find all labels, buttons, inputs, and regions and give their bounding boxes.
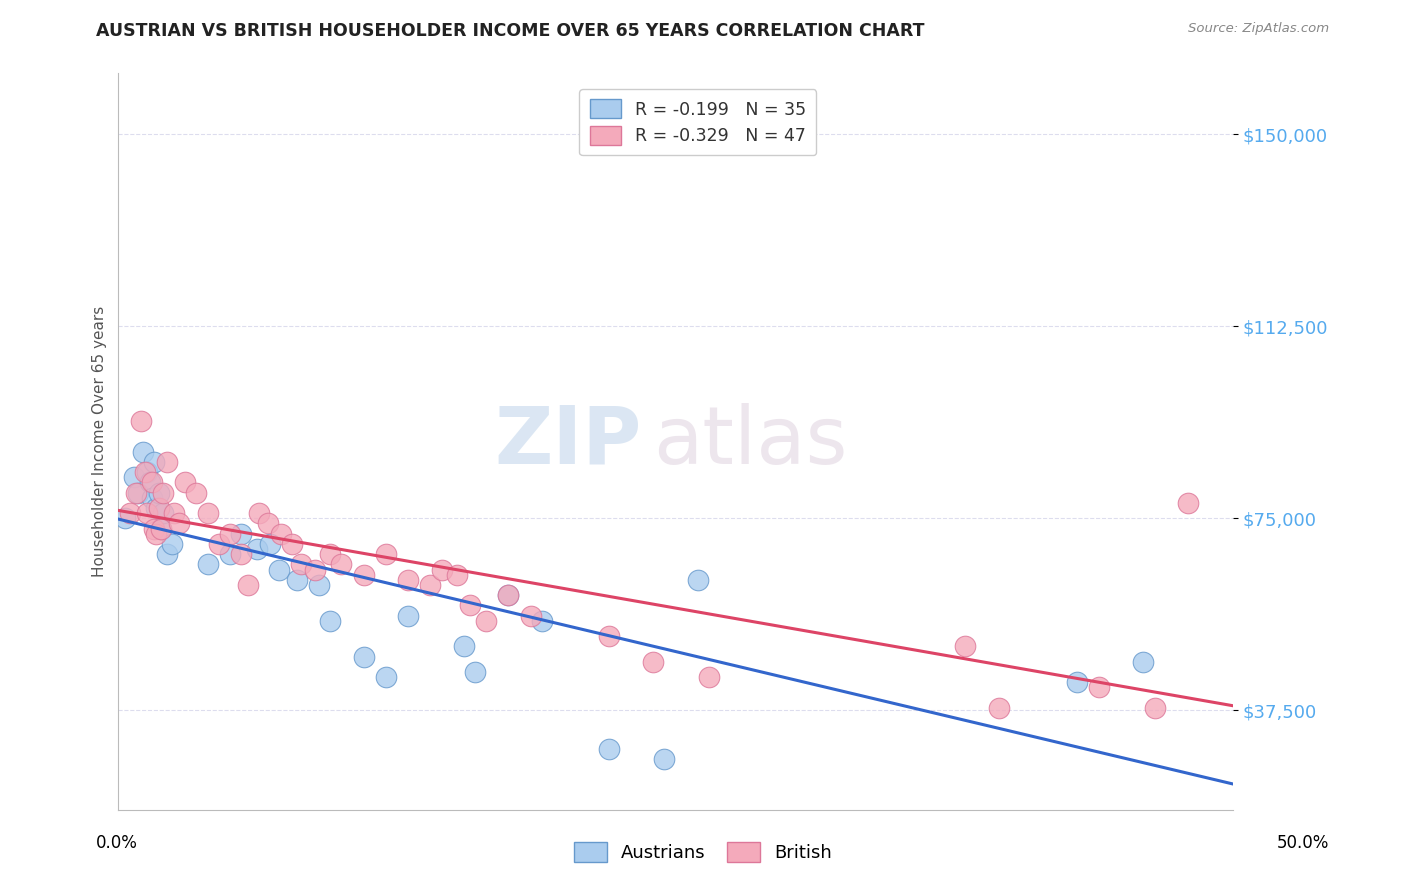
Point [304,562,326,576]
Point [149,522,172,536]
Text: ZIP: ZIP [495,402,643,481]
Point [267,562,290,576]
Point [460,599,482,613]
Point [156,547,179,561]
Point [149,522,172,536]
Point [186,485,208,500]
Point [245,542,267,557]
Point [118,506,141,520]
Legend: Austrians, British: Austrians, British [567,835,839,870]
Point [129,414,152,428]
Point [218,547,240,561]
Point [281,537,304,551]
Point [475,614,498,628]
Point [396,573,419,587]
Point [145,526,167,541]
Point [270,526,292,541]
Point [598,741,620,756]
Point [145,501,167,516]
Text: atlas: atlas [654,402,848,481]
Point [167,516,190,531]
Point [353,567,375,582]
Point [114,511,136,525]
Point [446,567,468,582]
Point [143,455,166,469]
Point [174,475,197,490]
Point [136,506,159,520]
Point [152,506,174,520]
Point [148,501,170,516]
Point [530,614,553,628]
Point [229,547,252,561]
Point [197,506,219,520]
Point [396,608,419,623]
Point [319,614,342,628]
Point [987,700,1010,714]
Point [686,573,709,587]
Point [374,670,396,684]
Text: 50.0%: 50.0% [1277,834,1329,852]
Point [1177,496,1199,510]
Point [256,516,278,531]
Point [259,537,281,551]
Point [143,522,166,536]
Point [697,670,720,684]
Point [498,588,520,602]
Point [1143,700,1166,714]
Point [156,455,179,469]
Y-axis label: Householder Income Over 65 years: Householder Income Over 65 years [93,306,107,577]
Point [229,526,252,541]
Text: 0.0%: 0.0% [96,834,138,852]
Text: AUSTRIAN VS BRITISH HOUSEHOLDER INCOME OVER 65 YEARS CORRELATION CHART: AUSTRIAN VS BRITISH HOUSEHOLDER INCOME O… [96,22,924,40]
Point [953,640,976,654]
Point [218,526,240,541]
Point [125,485,148,500]
Legend: R = -0.199   N = 35, R = -0.329   N = 47: R = -0.199 N = 35, R = -0.329 N = 47 [579,89,817,155]
Point [308,578,330,592]
Point [148,485,170,500]
Point [319,547,342,561]
Point [1088,680,1111,694]
Point [430,562,453,576]
Point [138,475,160,490]
Point [152,485,174,500]
Point [598,629,620,643]
Point [122,470,145,484]
Point [128,485,150,500]
Point [464,665,486,679]
Point [136,465,159,479]
Point [453,640,475,654]
Point [419,578,441,592]
Point [1066,675,1088,690]
Point [208,537,231,551]
Text: Source: ZipAtlas.com: Source: ZipAtlas.com [1188,22,1329,36]
Point [1132,655,1154,669]
Point [163,506,186,520]
Point [236,578,259,592]
Point [285,573,308,587]
Point [330,558,353,572]
Point [498,588,520,602]
Point [134,465,156,479]
Point [160,537,183,551]
Point [374,547,396,561]
Point [652,752,675,766]
Point [290,558,312,572]
Point [141,491,163,505]
Point [247,506,270,520]
Point [643,655,665,669]
Point [519,608,541,623]
Point [353,649,375,664]
Point [141,475,163,490]
Point [197,558,219,572]
Point [132,444,155,458]
